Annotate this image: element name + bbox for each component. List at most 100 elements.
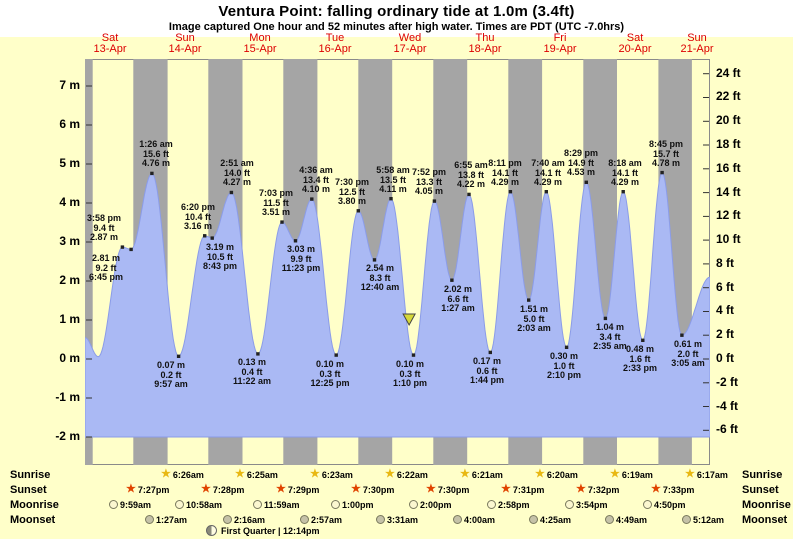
tide-extreme-dot <box>660 170 664 175</box>
moonset-time: 1:27am <box>156 514 188 525</box>
tide-extreme-dot <box>129 247 133 252</box>
y-axis-label-ft: 8 ft <box>716 256 734 270</box>
moonrise-row-label-left: Moonrise <box>10 499 59 511</box>
day-label: Sat 13-Apr <box>93 32 127 55</box>
sunset-entry: ★ 7:33pm <box>651 483 694 496</box>
tide-annotation-low: 0.17 m 0.6 ft 1:44 pm <box>469 356 504 385</box>
tide-extreme-dot <box>603 316 608 321</box>
tide-annotation-high: 7:03 pm 11.5 ft 3.51 m <box>258 188 293 217</box>
moonrise-icon <box>487 500 496 509</box>
tide-extreme-dot <box>229 190 234 195</box>
sunset-time: 7:30pm <box>437 484 470 495</box>
day-label: Mon 15-Apr <box>243 32 277 55</box>
first-quarter-moon-icon <box>206 525 217 536</box>
sunset-time: 7:31pm <box>512 484 545 495</box>
sunset-entry: ★ 7:30pm <box>351 483 394 496</box>
sunrise-time: 6:22am <box>396 469 428 480</box>
tide-annotation-high: 8:45 pm 15.7 ft 4.78 m <box>648 139 683 168</box>
moonrise-time: 3:54pm <box>576 499 608 510</box>
page-title: Ventura Point: falling ordinary tide at … <box>218 3 575 20</box>
tide-annotation-low: 2.54 m 8.3 ft 12:40 am <box>360 263 400 292</box>
moonrise-icon <box>409 500 418 509</box>
tide-extreme-dot <box>544 190 548 194</box>
moonset-entry: 4:49am <box>605 513 647 526</box>
moonrise-entry: 10:58am <box>175 498 222 511</box>
tide-annotation-low: 0.07 m 0.2 ft 9:57 am <box>154 360 188 389</box>
sunrise-entry: ★ 6:26am <box>161 468 204 481</box>
moonset-time: 5:12am <box>693 514 725 525</box>
moonset-time: 4:00am <box>464 514 496 525</box>
sunrise-star-icon: ★ <box>685 468 695 480</box>
tide-extreme-dot <box>508 190 513 194</box>
day-label: Thu 18-Apr <box>468 32 502 55</box>
moonrise-icon <box>565 500 574 509</box>
sunrise-entry: ★ 6:23am <box>310 468 353 481</box>
sunrise-time: 6:25am <box>246 469 278 480</box>
sunset-star-icon: ★ <box>351 483 361 495</box>
y-axis-label-ft: 6 ft <box>716 280 734 294</box>
moonrise-time: 10:58am <box>186 499 223 510</box>
y-axis-label-ft: 4 ft <box>716 303 734 317</box>
tide-annotation-high: 7:30 pm 12.5 ft 3.80 m <box>334 177 369 206</box>
tide-annotation-low: 2.02 m 6.6 ft 1:27 am <box>441 284 475 313</box>
sunset-entry: ★ 7:31pm <box>501 483 544 496</box>
tide-extreme-dot <box>564 345 569 349</box>
sunrise-time: 6:19am <box>621 469 653 480</box>
y-axis-label-ft: -6 ft <box>716 422 738 436</box>
moonset-entry: 4:25am <box>529 513 571 526</box>
tide-annotation-low: 0.10 m 0.3 ft 1:10 pm <box>392 359 427 388</box>
tide-annotation-high: 7:52 pm 13.3 ft 4.05 m <box>411 167 446 196</box>
sunset-row-label-left: Sunset <box>10 484 47 496</box>
moonrise-entry: 2:00pm <box>409 498 452 511</box>
moonset-icon <box>605 515 614 524</box>
day-label: Tue 16-Apr <box>318 32 352 55</box>
tide-annotation-low: 0.48 m 1.6 ft 2:33 pm <box>622 344 657 373</box>
y-axis-label-ft: 18 ft <box>716 137 741 151</box>
sunrise-star-icon: ★ <box>310 468 320 480</box>
moonset-time: 4:25am <box>540 514 572 525</box>
moonrise-entry: 3:54pm <box>565 498 608 511</box>
sunrise-time: 6:17am <box>696 469 728 480</box>
moonset-time: 4:49am <box>616 514 648 525</box>
tide-extreme-dot <box>621 190 625 194</box>
sunrise-entry: ★ 6:19am <box>610 468 653 481</box>
sunset-time: 7:33pm <box>662 484 695 495</box>
sunset-entry: ★ 7:30pm <box>426 483 469 496</box>
moonrise-time: 2:00pm <box>420 499 452 510</box>
current-tide-marker <box>402 313 416 327</box>
sunset-time: 7:27pm <box>137 484 170 495</box>
moonset-icon <box>300 515 309 524</box>
tide-annotation-low: 0.10 m 0.3 ft 12:25 pm <box>310 359 350 388</box>
y-axis-label-ft: 2 ft <box>716 327 734 341</box>
day-label: Sun 21-Apr <box>680 32 714 55</box>
moonset-entry: 1:27am <box>145 513 187 526</box>
moonset-time: 2:16am <box>234 514 266 525</box>
moonrise-time: 9:59am <box>120 499 152 510</box>
tide-extreme-dot <box>210 236 214 240</box>
moonrise-entry: 9:59am <box>109 498 151 511</box>
sunset-time: 7:32pm <box>587 484 620 495</box>
tide-annotation-low: 0.61 m 2.0 ft 3:05 am <box>671 339 705 368</box>
moonrise-time: 11:59am <box>264 499 300 510</box>
sunrise-star-icon: ★ <box>161 468 171 480</box>
moonrise-icon <box>175 500 184 509</box>
y-axis-label-ft: 24 ft <box>716 66 741 80</box>
y-axis-label-ft: 20 ft <box>716 113 741 127</box>
tide-annotation-high: 4:36 am 13.4 ft 4.10 m <box>299 165 333 194</box>
day-label: Wed 17-Apr <box>393 32 427 55</box>
moonset-icon <box>376 515 385 524</box>
moonset-icon <box>453 515 462 524</box>
sunrise-time: 6:20am <box>546 469 578 480</box>
y-axis-label-ft: 0 ft <box>716 351 734 365</box>
sunrise-row-label-left: Sunrise <box>10 469 51 481</box>
tide-extreme-dot <box>411 353 416 357</box>
tide-extreme-dot <box>120 245 125 249</box>
tide-extreme-dot <box>584 180 588 184</box>
tide-extreme-dot <box>641 338 645 342</box>
tide-extreme-dot <box>334 353 338 357</box>
tide-extreme-dot <box>150 171 154 176</box>
sunrise-star-icon: ★ <box>610 468 620 480</box>
chart-title-area: Ventura Point: falling ordinary tide at … <box>0 0 793 37</box>
